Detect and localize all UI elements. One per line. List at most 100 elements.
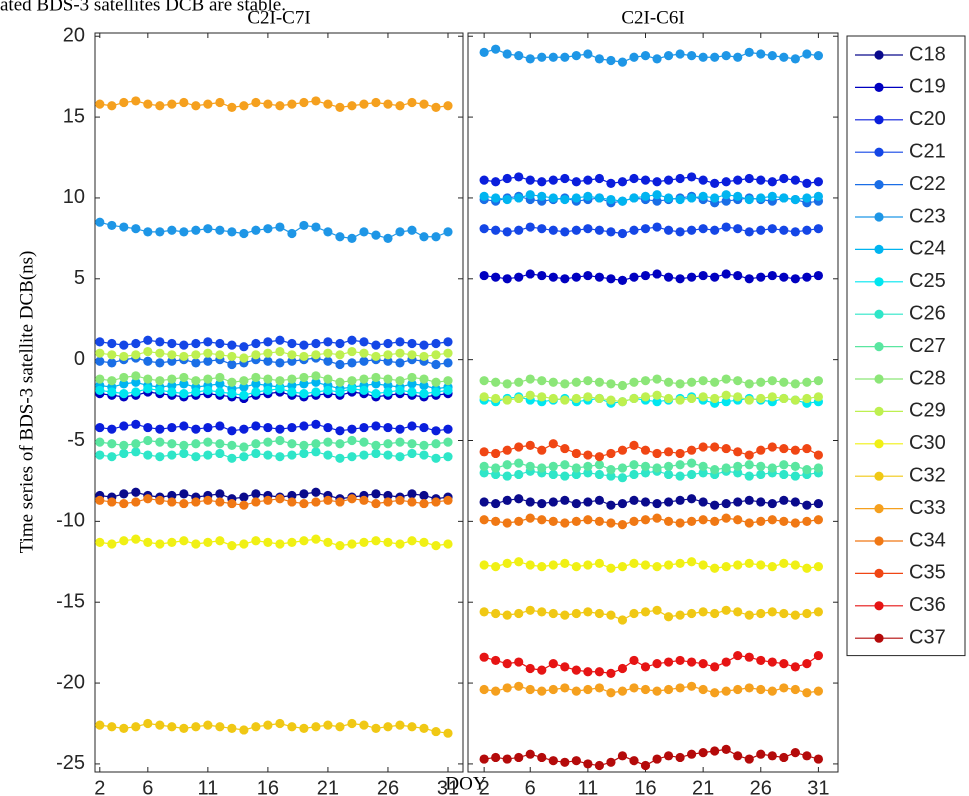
data-point <box>263 385 273 395</box>
data-point <box>514 494 524 504</box>
data-point <box>479 607 489 617</box>
data-point <box>779 193 789 203</box>
data-point <box>640 224 651 234</box>
data-point <box>733 751 743 761</box>
data-point <box>179 498 189 509</box>
data-point <box>275 424 285 434</box>
data-point <box>790 518 800 528</box>
data-point <box>571 498 581 509</box>
data-point <box>629 52 639 62</box>
data-point <box>779 683 789 693</box>
data-point <box>571 463 581 473</box>
data-point <box>733 607 743 617</box>
data-point <box>756 469 766 480</box>
data-point <box>756 272 766 282</box>
data-point <box>179 379 189 389</box>
data-point <box>383 350 393 360</box>
data-point <box>663 175 674 185</box>
data-point <box>560 471 570 481</box>
data-point <box>687 458 697 468</box>
data-point <box>203 385 213 395</box>
legend-marker <box>874 439 884 449</box>
data-point <box>525 390 535 400</box>
data-point <box>155 720 165 730</box>
data-point <box>179 723 189 733</box>
x-tick-label: 6 <box>525 777 536 796</box>
data-point <box>155 539 165 549</box>
data-point <box>287 338 297 349</box>
legend-marker <box>874 504 884 514</box>
data-point <box>371 440 381 450</box>
data-point <box>548 608 558 619</box>
data-point <box>263 224 273 234</box>
data-point <box>790 395 800 405</box>
data-point <box>371 536 381 546</box>
data-point <box>167 380 177 391</box>
data-point <box>767 562 777 572</box>
data-point <box>191 387 201 397</box>
x-tick-label: 21 <box>317 777 339 796</box>
x-tick-label: 26 <box>750 777 772 796</box>
data-point <box>155 424 165 434</box>
legend-marker <box>874 374 884 384</box>
data-point <box>663 516 674 526</box>
data-point <box>744 47 754 58</box>
data-point <box>407 448 417 459</box>
data-point <box>275 376 285 386</box>
data-point <box>299 379 309 389</box>
legend-label: C22 <box>909 173 946 195</box>
data-point <box>710 393 720 404</box>
data-point <box>227 377 237 387</box>
data-point <box>629 516 639 526</box>
data-point <box>617 686 628 696</box>
data-point <box>756 377 766 387</box>
data-point <box>698 224 708 234</box>
data-point <box>779 173 789 184</box>
data-point <box>359 337 369 347</box>
data-point <box>227 351 237 362</box>
data-point <box>514 172 524 182</box>
data-point <box>629 225 639 235</box>
data-point <box>407 379 417 389</box>
data-point <box>419 389 429 399</box>
data-point <box>606 178 616 188</box>
data-point <box>407 497 417 507</box>
x-tick-label: 31 <box>807 777 829 796</box>
data-point <box>721 397 731 407</box>
data-point <box>710 465 720 475</box>
data-point <box>571 469 581 480</box>
data-point <box>790 175 800 185</box>
data-point <box>491 225 501 235</box>
data-point <box>95 385 105 395</box>
data-point <box>548 461 558 471</box>
data-point <box>311 722 321 732</box>
data-point <box>215 97 225 108</box>
data-point <box>594 760 605 771</box>
legend-label: C25 <box>909 270 946 292</box>
data-point <box>802 516 812 526</box>
data-point <box>215 350 225 360</box>
data-point <box>675 752 685 763</box>
data-point <box>383 374 393 384</box>
data-point <box>594 667 605 677</box>
data-point <box>537 376 547 386</box>
data-point <box>419 374 429 384</box>
data-point <box>652 390 662 400</box>
data-point <box>203 356 213 366</box>
data-point <box>617 445 628 455</box>
data-point <box>239 376 249 386</box>
legend-marker <box>874 601 884 611</box>
data-point <box>95 720 105 730</box>
data-point <box>675 379 685 389</box>
data-point <box>675 448 685 459</box>
data-point <box>263 374 273 384</box>
data-point <box>733 376 743 386</box>
data-point <box>560 757 570 767</box>
data-point <box>287 497 297 507</box>
data-point <box>395 358 405 368</box>
data-point <box>335 426 345 436</box>
data-point <box>203 537 213 547</box>
data-point <box>767 751 777 761</box>
data-point <box>698 560 708 570</box>
data-point <box>594 516 605 526</box>
